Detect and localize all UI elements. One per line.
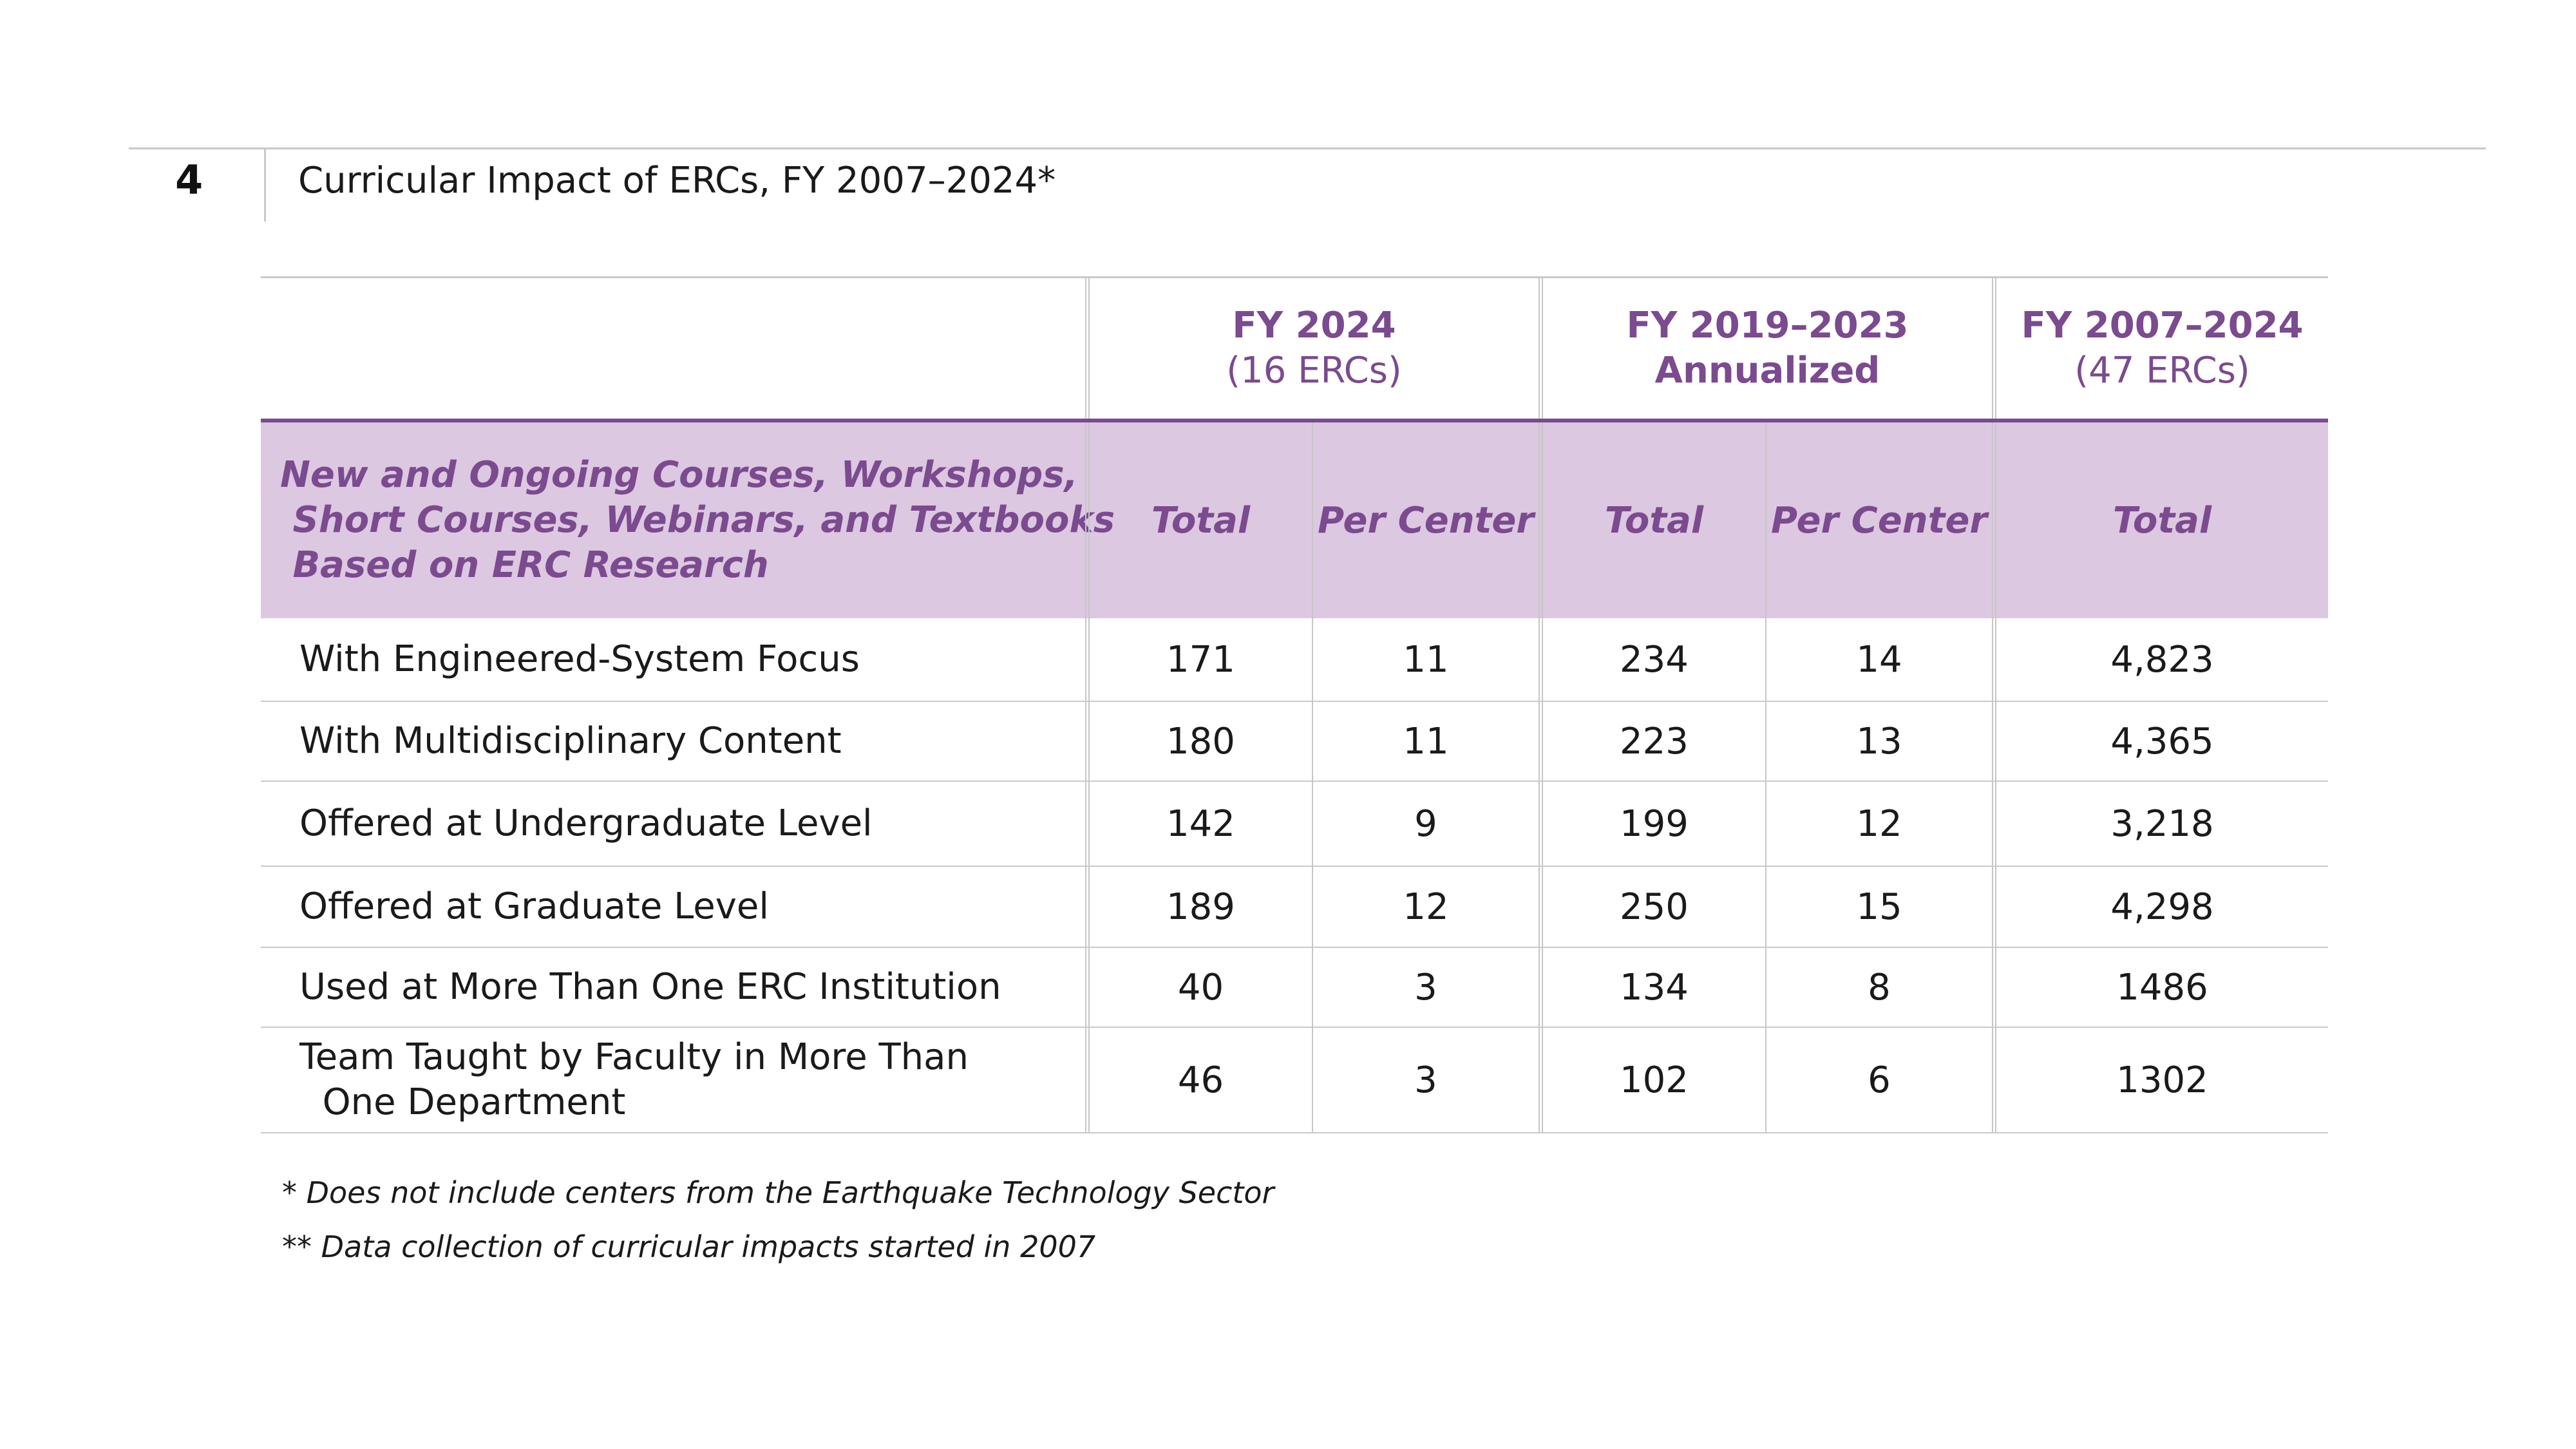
table-row: With Multidisciplinary Content 180 11 22… [261, 702, 2328, 782]
table-cell: 4,298 [1992, 867, 2328, 947]
subheader-per-center: Per Center [1312, 422, 1539, 618]
row-label: Team Taught by Faculty in More Than One … [299, 1036, 969, 1123]
table-corner-cell [261, 278, 1085, 419]
table-cell: 11 [1312, 702, 1539, 781]
table-cell: 9 [1312, 782, 1539, 866]
table-cell: 11 [1312, 618, 1539, 701]
row-label: Offered at Graduate Level [299, 886, 769, 927]
table-cell: 180 [1085, 702, 1312, 781]
table-cell: 3 [1312, 1028, 1539, 1132]
subheader-total: Total [1085, 422, 1312, 618]
page-number-divider [264, 149, 266, 222]
footnote: * Does not include centers from the Eart… [282, 1175, 1274, 1210]
group-header-fy2019-2023-subtitle: Annualized [1654, 350, 1880, 392]
table-cell: 12 [1312, 867, 1539, 947]
table-cell: 12 [1765, 782, 1992, 866]
subheader-per-center: Per Center [1765, 422, 1992, 618]
row-label: With Multidisciplinary Content [299, 720, 842, 762]
group-header-fy2019-2023-title: FY 2019–2023 [1626, 305, 1909, 346]
table-row: With Engineered-System Focus 171 11 234 … [261, 618, 2328, 702]
row-label: With Engineered-System Focus [299, 638, 860, 680]
group-header-fy2024: FY 2024 (16 ERCs) [1085, 278, 1539, 419]
subheader-total: Total [1992, 422, 2328, 618]
table-cell: 14 [1765, 618, 1992, 701]
table-subheader-row: New and Ongoing Courses, Workshops, Shor… [261, 422, 2328, 618]
table-cell: 199 [1539, 782, 1765, 866]
table-cell: 3,218 [1992, 782, 2328, 866]
footnotes: * Does not include centers from the Eart… [282, 1175, 1274, 1283]
group-header-fy2024-subtitle: (16 ERCs) [1226, 350, 1402, 392]
page-number: 4 [175, 156, 204, 204]
table-cell: 15 [1765, 867, 1992, 947]
table-cell: 3 [1312, 948, 1539, 1027]
table-cell: 134 [1539, 948, 1765, 1027]
table-cell: 1302 [1992, 1028, 2328, 1132]
table-row: Team Taught by Faculty in More Than One … [261, 1028, 2328, 1133]
group-header-fy2024-title: FY 2024 [1232, 305, 1396, 346]
row-label: Used at More Than One ERC Institution [299, 966, 1001, 1008]
table-cell: 250 [1539, 867, 1765, 947]
group-header-fy2007-2024-subtitle: (47 ERCs) [2074, 350, 2250, 392]
subheader-total: Total [1539, 422, 1765, 618]
table-cell: 102 [1539, 1028, 1765, 1132]
row-label: Offered at Undergraduate Level [299, 802, 873, 844]
row-header-label: New and Ongoing Courses, Workshops, Shor… [280, 454, 1115, 586]
table-cell: 13 [1765, 702, 1992, 781]
group-header-fy2007-2024-title: FY 2007–2024 [2021, 305, 2304, 346]
table-cell: 40 [1085, 948, 1312, 1027]
table-row: Offered at Undergraduate Level 142 9 199… [261, 782, 2328, 867]
page-title: Curricular Impact of ERCs, FY 2007–2024* [298, 160, 1056, 202]
group-header-fy2019-2023: FY 2019–2023 Annualized [1539, 278, 1992, 419]
table-cell: 8 [1765, 948, 1992, 1027]
table-cell: 46 [1085, 1028, 1312, 1132]
table-cell: 223 [1539, 702, 1765, 781]
table-row: Offered at Graduate Level 189 12 250 15 … [261, 867, 2328, 948]
top-rule [129, 147, 2486, 149]
table-cell: 234 [1539, 618, 1765, 701]
table-cell: 4,365 [1992, 702, 2328, 781]
table-cell: 4,823 [1992, 618, 2328, 701]
table-cell: 171 [1085, 618, 1312, 701]
table-group-header-row: FY 2024 (16 ERCs) FY 2019–2023 Annualize… [261, 276, 2328, 422]
table-cell: 189 [1085, 867, 1312, 947]
curricular-impact-table: FY 2024 (16 ERCs) FY 2019–2023 Annualize… [261, 276, 2328, 1133]
table-row: Used at More Than One ERC Institution 40… [261, 948, 2328, 1028]
table-cell: 142 [1085, 782, 1312, 866]
table-cell: 1486 [1992, 948, 2328, 1027]
group-header-fy2007-2024: FY 2007–2024 (47 ERCs) [1992, 278, 2328, 419]
table-cell: 6 [1765, 1028, 1992, 1132]
footnote: ** Data collection of curricular impacts… [282, 1229, 1096, 1264]
